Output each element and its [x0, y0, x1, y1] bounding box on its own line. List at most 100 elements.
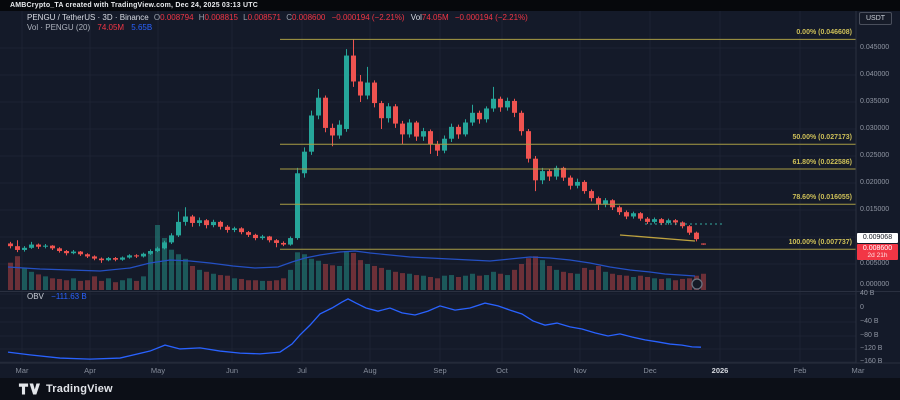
volume-bar — [246, 280, 251, 290]
tradingview-logo-text[interactable]: TradingView — [46, 383, 113, 395]
candle-body — [141, 253, 146, 257]
volume-bar — [624, 275, 629, 290]
volume-bar — [225, 275, 230, 290]
volume-bar — [442, 275, 447, 290]
trend-line[interactable] — [619, 234, 696, 242]
volume-bar — [78, 280, 83, 290]
candle-body — [512, 100, 517, 113]
price-tick-label[interactable]: 0.005000 — [860, 260, 890, 267]
candle-body — [673, 220, 678, 223]
price-tick-label[interactable]: 0.030000 — [860, 125, 890, 132]
candle-body — [680, 222, 685, 227]
candle-body — [323, 97, 328, 128]
symbol-legend[interactable]: PENGU / TetherUS · 3D · Binance O0.00879… — [27, 13, 528, 22]
volume-bar — [512, 269, 517, 290]
candle-body — [330, 127, 335, 136]
candle-body — [407, 122, 412, 135]
candle-body — [232, 228, 237, 230]
volume-bar — [477, 275, 482, 290]
currency-toggle-button[interactable]: USDT — [859, 12, 892, 25]
vol-change-value: −0.000194 (−2.21%) — [454, 13, 528, 22]
candle-body — [8, 243, 13, 247]
candle-body — [526, 131, 531, 159]
time-tick-label[interactable]: Mar — [15, 366, 29, 375]
candle-body — [169, 235, 174, 243]
candle-body — [589, 191, 594, 199]
volume-bar — [183, 258, 188, 290]
volume-bar — [57, 278, 62, 290]
time-tick-label[interactable]: Jun — [225, 366, 239, 375]
candle-body — [484, 108, 489, 120]
candle-body — [659, 219, 664, 223]
candle-body — [575, 181, 580, 186]
volume-bar — [659, 278, 664, 290]
obv-tick-label[interactable]: 40 B — [860, 290, 875, 297]
price-tick-label[interactable]: 0.040000 — [860, 71, 890, 78]
candle-body — [190, 216, 195, 223]
volume-bar — [582, 267, 587, 290]
last-price-value: 0.008600 — [862, 245, 893, 252]
price-tick-label[interactable]: 0.035000 — [860, 98, 890, 105]
candle-body — [428, 131, 433, 145]
candle-body — [435, 144, 440, 151]
volume-bar — [407, 273, 412, 290]
candle-body — [554, 167, 559, 177]
candle-body — [687, 226, 692, 233]
price-tick-label[interactable]: 0.000000 — [860, 281, 890, 288]
candle-body — [204, 220, 209, 226]
time-tick-label[interactable]: May — [150, 366, 166, 375]
low-value: 0.008571 — [247, 13, 281, 22]
obv-tick-label[interactable]: −160 B — [860, 358, 883, 365]
time-tick-label[interactable]: Mar — [851, 366, 865, 375]
price-tick-label[interactable]: 0.025000 — [860, 152, 890, 159]
volume-bar — [211, 273, 216, 290]
candle-body — [99, 258, 104, 261]
time-tick-label[interactable]: 2026 — [711, 366, 729, 375]
volume-ma-line — [7, 250, 696, 277]
time-tick-label[interactable]: Sep — [433, 366, 447, 375]
obv-line — [7, 298, 702, 360]
candle-body — [78, 251, 83, 255]
price-tick-label[interactable]: 0.015000 — [860, 206, 890, 213]
obv-tick-label[interactable]: 0 — [860, 304, 864, 311]
obv-tick-label[interactable]: −80 B — [860, 332, 879, 339]
volume-current-value: 74.05M — [97, 23, 125, 32]
obv-label[interactable]: OBV — [27, 292, 44, 301]
chart-canvas[interactable] — [0, 0, 900, 378]
volume-bar — [680, 278, 685, 290]
volume-bar — [120, 280, 125, 290]
volume-indicator-title[interactable]: Vol · PENGU (20) — [27, 23, 91, 32]
volume-bar — [701, 273, 706, 290]
price-tick-label[interactable]: 0.045000 — [860, 44, 890, 51]
candle-body — [631, 213, 636, 217]
volume-bar — [162, 238, 167, 290]
volume-indicator-legend[interactable]: Vol · PENGU (20) 74.05M 5.65B — [27, 23, 152, 32]
obv-tick-label[interactable]: −40 B — [860, 318, 879, 325]
time-tick-label[interactable]: Feb — [793, 366, 807, 375]
time-tick-label[interactable]: Apr — [84, 366, 96, 375]
bar-countdown: 2d 21h — [867, 252, 888, 259]
symbol-title[interactable]: PENGU / TetherUS · 3D · Binance — [27, 13, 149, 22]
candle-body — [29, 244, 34, 248]
obv-legend[interactable]: OBV −111.63 B — [27, 292, 87, 301]
volume-bar — [505, 275, 510, 290]
event-marker-icon[interactable] — [691, 278, 703, 290]
volume-bar — [687, 278, 692, 290]
time-tick-label[interactable]: Dec — [643, 366, 657, 375]
price-tick-label[interactable]: 0.020000 — [860, 179, 890, 186]
volume-bar — [267, 280, 272, 290]
candle-body — [267, 236, 272, 241]
candle-body — [365, 82, 370, 96]
tradingview-logo-icon[interactable] — [18, 382, 40, 396]
candle-body — [386, 106, 391, 119]
time-tick-label[interactable]: Oct — [496, 366, 508, 375]
candle-body — [596, 198, 601, 205]
volume-bar — [85, 280, 90, 290]
candle-body — [211, 221, 216, 226]
time-tick-label[interactable]: Aug — [363, 366, 377, 375]
candle-body — [358, 81, 363, 96]
fib-level-label: 50.00% (0.027173) — [792, 134, 852, 142]
obv-tick-label[interactable]: −120 B — [860, 345, 883, 352]
time-tick-label[interactable]: Nov — [573, 366, 587, 375]
time-tick-label[interactable]: Jul — [297, 366, 307, 375]
